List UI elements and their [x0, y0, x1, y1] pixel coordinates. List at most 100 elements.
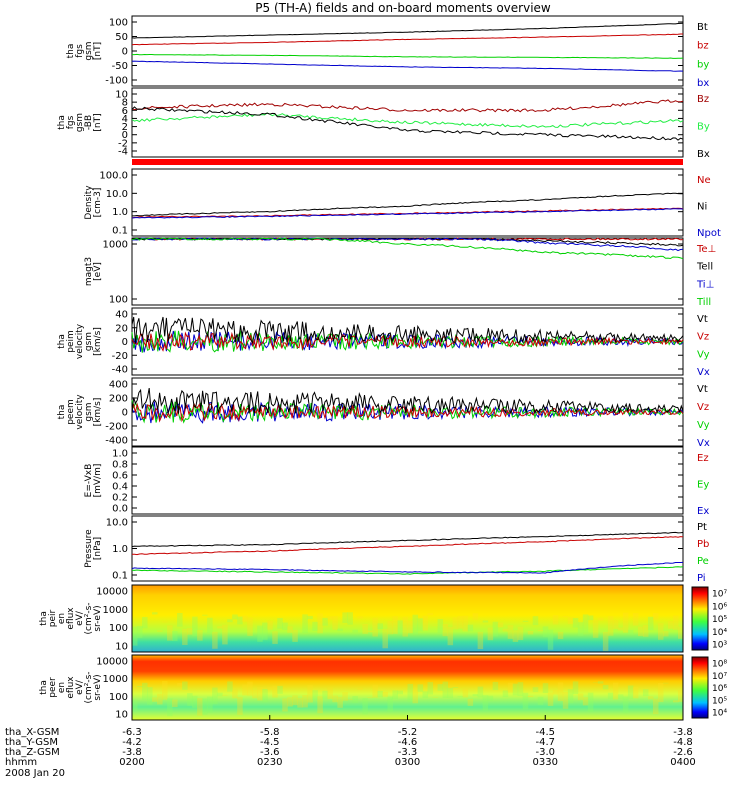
peim-velocity-black-line [131, 316, 684, 345]
spectrogram-strip [247, 681, 253, 696]
spectrogram-strip [527, 630, 534, 635]
spectrogram-strip [217, 692, 223, 697]
panel-ylabel-line: Pressure [84, 529, 94, 568]
panel-ylabel-line: gsm [84, 332, 94, 351]
y-tick-label: 1.0 [112, 449, 128, 460]
spectrogram-strip [147, 687, 153, 705]
spectrogram-strip [642, 689, 649, 697]
density-Ni-line [132, 192, 684, 217]
panel-ylabel-line: tha [57, 115, 67, 130]
panel-ylabel-line: -BB [84, 115, 94, 130]
y-tick-label: 0.1 [112, 571, 128, 582]
y-tick-label: -50 [112, 61, 128, 72]
x-tick-label: -3.3 [398, 747, 418, 758]
spectrogram-strip [457, 696, 464, 698]
x-row-label: hhmm [5, 757, 37, 768]
spectrogram-strip [597, 681, 604, 684]
spectrogram-strip [622, 696, 629, 714]
spectrogram-strip [367, 630, 373, 633]
spectrogram-strip [567, 689, 574, 704]
spectrogram-strip [502, 690, 509, 698]
spectrogram-strip [267, 686, 273, 690]
panel-ylabel-line: eflux [66, 676, 76, 699]
fgs-gsm-Bt-line [131, 22, 684, 39]
fgs-gsm-bz-line [131, 33, 683, 46]
legend-Ni: Ni [697, 202, 707, 213]
pressure-Pt-line [131, 531, 684, 548]
panel-ylabel-line: tha [66, 44, 76, 59]
panel-ylabel-line: fgs [66, 115, 76, 129]
spectrogram-strip [307, 615, 313, 620]
y-tick-label: 10 [115, 642, 128, 653]
spectrogram-strip [507, 682, 514, 693]
colorbar-tick-label: 10⁴ [712, 709, 727, 719]
spectrogram-strip [137, 626, 143, 638]
spectrogram-strip [162, 681, 168, 700]
legend-by: by [697, 59, 709, 70]
spectrogram-strip [162, 621, 168, 623]
spectrogram-strip [492, 681, 499, 691]
panel-ylabel-line: [km/s] [93, 398, 103, 427]
panel-frame [131, 168, 684, 237]
spectrogram-strip [482, 695, 489, 711]
spectrogram-strip [282, 698, 288, 712]
panel-frame [131, 515, 684, 582]
y-tick-label: 1.0 [112, 207, 128, 218]
spectrogram-strip [207, 696, 213, 713]
y-tick-label: 10 [115, 710, 128, 721]
legend-Bt: Bt [697, 22, 708, 33]
fgs-gsm-zoom-Bx-line [131, 106, 684, 141]
spectrogram-strip [392, 616, 398, 634]
x-tick-label: -4.5 [535, 727, 555, 738]
spectrogram-strip [462, 688, 469, 698]
spectrogram-strip [152, 612, 158, 615]
colorbar-tick-label: 10⁵ [712, 615, 727, 625]
y-tick-label: 10.0 [106, 518, 128, 529]
y-tick-label: 100 [109, 692, 128, 703]
spectrogram-strip [667, 621, 674, 629]
spectrogram-strip [617, 627, 624, 631]
legend-Npot: Npot [697, 228, 721, 239]
panel-efield: E=-VxB [mV/m] 1.00.80.60.40.20.0 Ez Ey Ex [84, 446, 709, 517]
spectrogram-strip [352, 695, 358, 703]
legend-Bx: Bx [697, 149, 710, 160]
spectrogram-strip [387, 621, 393, 635]
x-row-label: tha_X-GSM [5, 727, 59, 738]
spectrogram-strip [187, 693, 193, 706]
y-tick-label: 40 [115, 310, 128, 321]
spectrogram-strip [332, 616, 338, 630]
spectrogram-strip [357, 616, 363, 619]
y-tick-label: 0.2 [112, 493, 128, 504]
spectrogram-strip [447, 626, 454, 646]
spectrogram-strip [567, 617, 574, 625]
spectrogram-strip [267, 620, 273, 630]
y-tick-label: 10000 [96, 587, 128, 598]
pressure-Pi-line [131, 561, 684, 574]
y-tick-label: 0.8 [112, 460, 128, 471]
spectrogram-strip [412, 689, 419, 704]
spectrogram-strip [472, 613, 479, 620]
y-tick-label: -20 [112, 351, 128, 362]
x-tick-label: -6.3 [122, 727, 142, 738]
legend-Ex: Ex [697, 506, 709, 517]
spectrogram-strip [157, 693, 163, 705]
spectrogram-strip [262, 689, 268, 703]
legend-bx: bx [697, 78, 709, 89]
spectrogram-strip [327, 616, 333, 620]
pressure-Pb-line [132, 536, 684, 556]
spectrogram-strip [442, 681, 449, 698]
x-tick-label: -5.8 [260, 727, 280, 738]
spectrogram-strip [562, 615, 569, 617]
spectrogram-strip [577, 693, 584, 701]
spectrogram-strip [632, 687, 639, 699]
spectrogram-strip [582, 614, 589, 633]
panel-ylabel-line: peem [66, 399, 76, 425]
spectrogram-strip [512, 683, 519, 696]
y-tick-label: 1000 [103, 605, 128, 616]
spectrogram-strip [657, 682, 664, 703]
spectrogram-strip [172, 631, 178, 642]
spectrogram-strip [487, 627, 494, 641]
y-tick-label: 0 [122, 408, 128, 419]
density-Npot-line [131, 208, 684, 219]
